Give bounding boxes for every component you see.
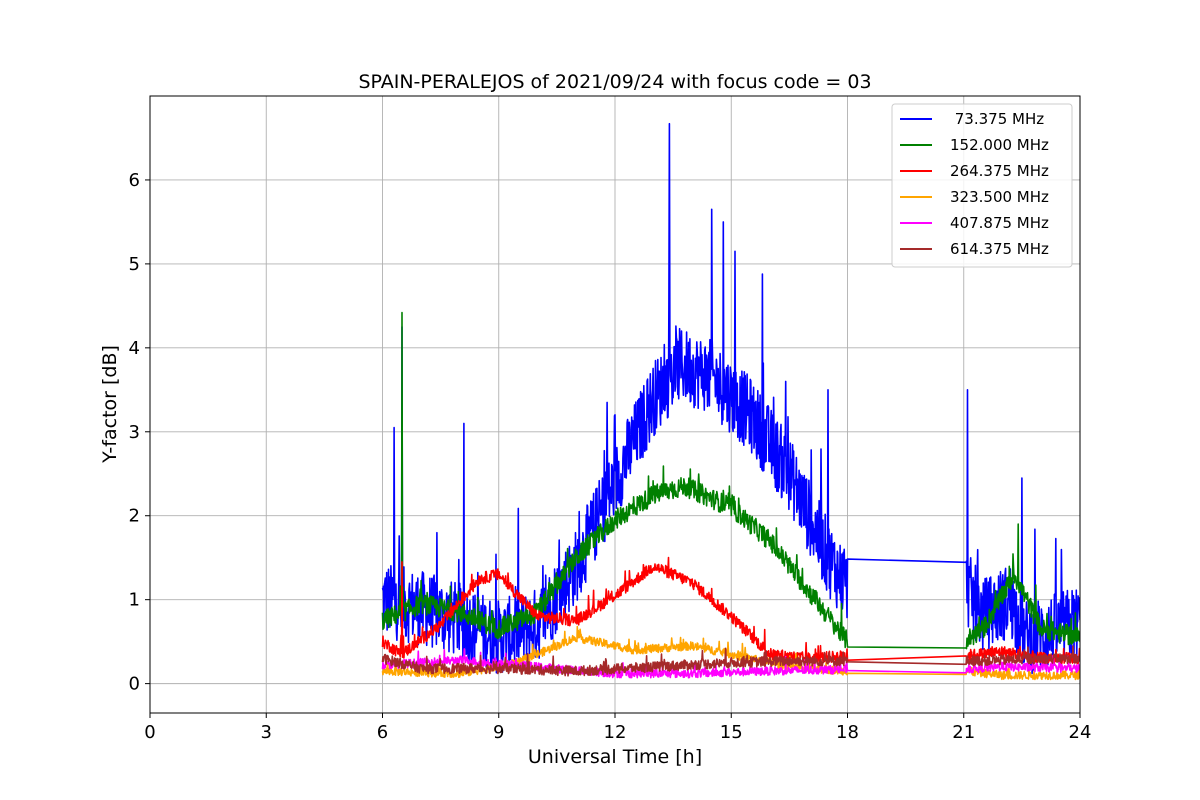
chart-title: SPAIN-PERALEJOS of 2021/09/24 with focus…	[358, 71, 871, 93]
y-axis-label: Y-factor [dB]	[99, 345, 121, 464]
legend: 73.375 MHz 152.000 MHz 264.375 MHz 323.500 …	[891, 103, 1073, 268]
x-tick-label: 24	[1069, 722, 1092, 743]
x-tick-label: 21	[952, 722, 975, 743]
y-tick-label: 4	[129, 338, 140, 359]
x-tick-label: 12	[604, 722, 627, 743]
x-tick-label: 18	[836, 722, 859, 743]
legend-entry-label: 614.375 MHz	[950, 240, 1049, 258]
x-tick-label: 9	[493, 722, 504, 743]
legend-entry-label: 73.375 MHz	[950, 110, 1044, 128]
legend-entry-label: 323.500 MHz	[950, 188, 1049, 206]
y-tick-label: 1	[129, 590, 140, 611]
series-line-4	[381, 648, 1080, 679]
series-line-2	[381, 556, 1080, 666]
legend-entry-label: 407.875 MHz	[950, 214, 1049, 232]
y-tick-label: 5	[129, 254, 140, 275]
y-tick-label: 3	[129, 422, 140, 443]
y-tick-label: 0	[129, 674, 140, 695]
x-axis-label: Universal Time [h]	[528, 746, 702, 768]
x-tick-label: 3	[261, 722, 272, 743]
series-layer	[381, 122, 1080, 681]
legend-entry-label: 152.000 MHz	[950, 136, 1049, 154]
y-tick-label: 2	[129, 506, 140, 527]
y-tick-label: 6	[129, 170, 140, 191]
legend-box	[891, 103, 1073, 268]
legend-entry-label: 264.375 MHz	[950, 162, 1049, 180]
series-line-1	[381, 311, 1080, 650]
series-line-5	[381, 645, 1080, 677]
x-tick-label: 6	[377, 722, 388, 743]
x-tick-label: 0	[144, 722, 155, 743]
x-tick-label: 15	[720, 722, 743, 743]
